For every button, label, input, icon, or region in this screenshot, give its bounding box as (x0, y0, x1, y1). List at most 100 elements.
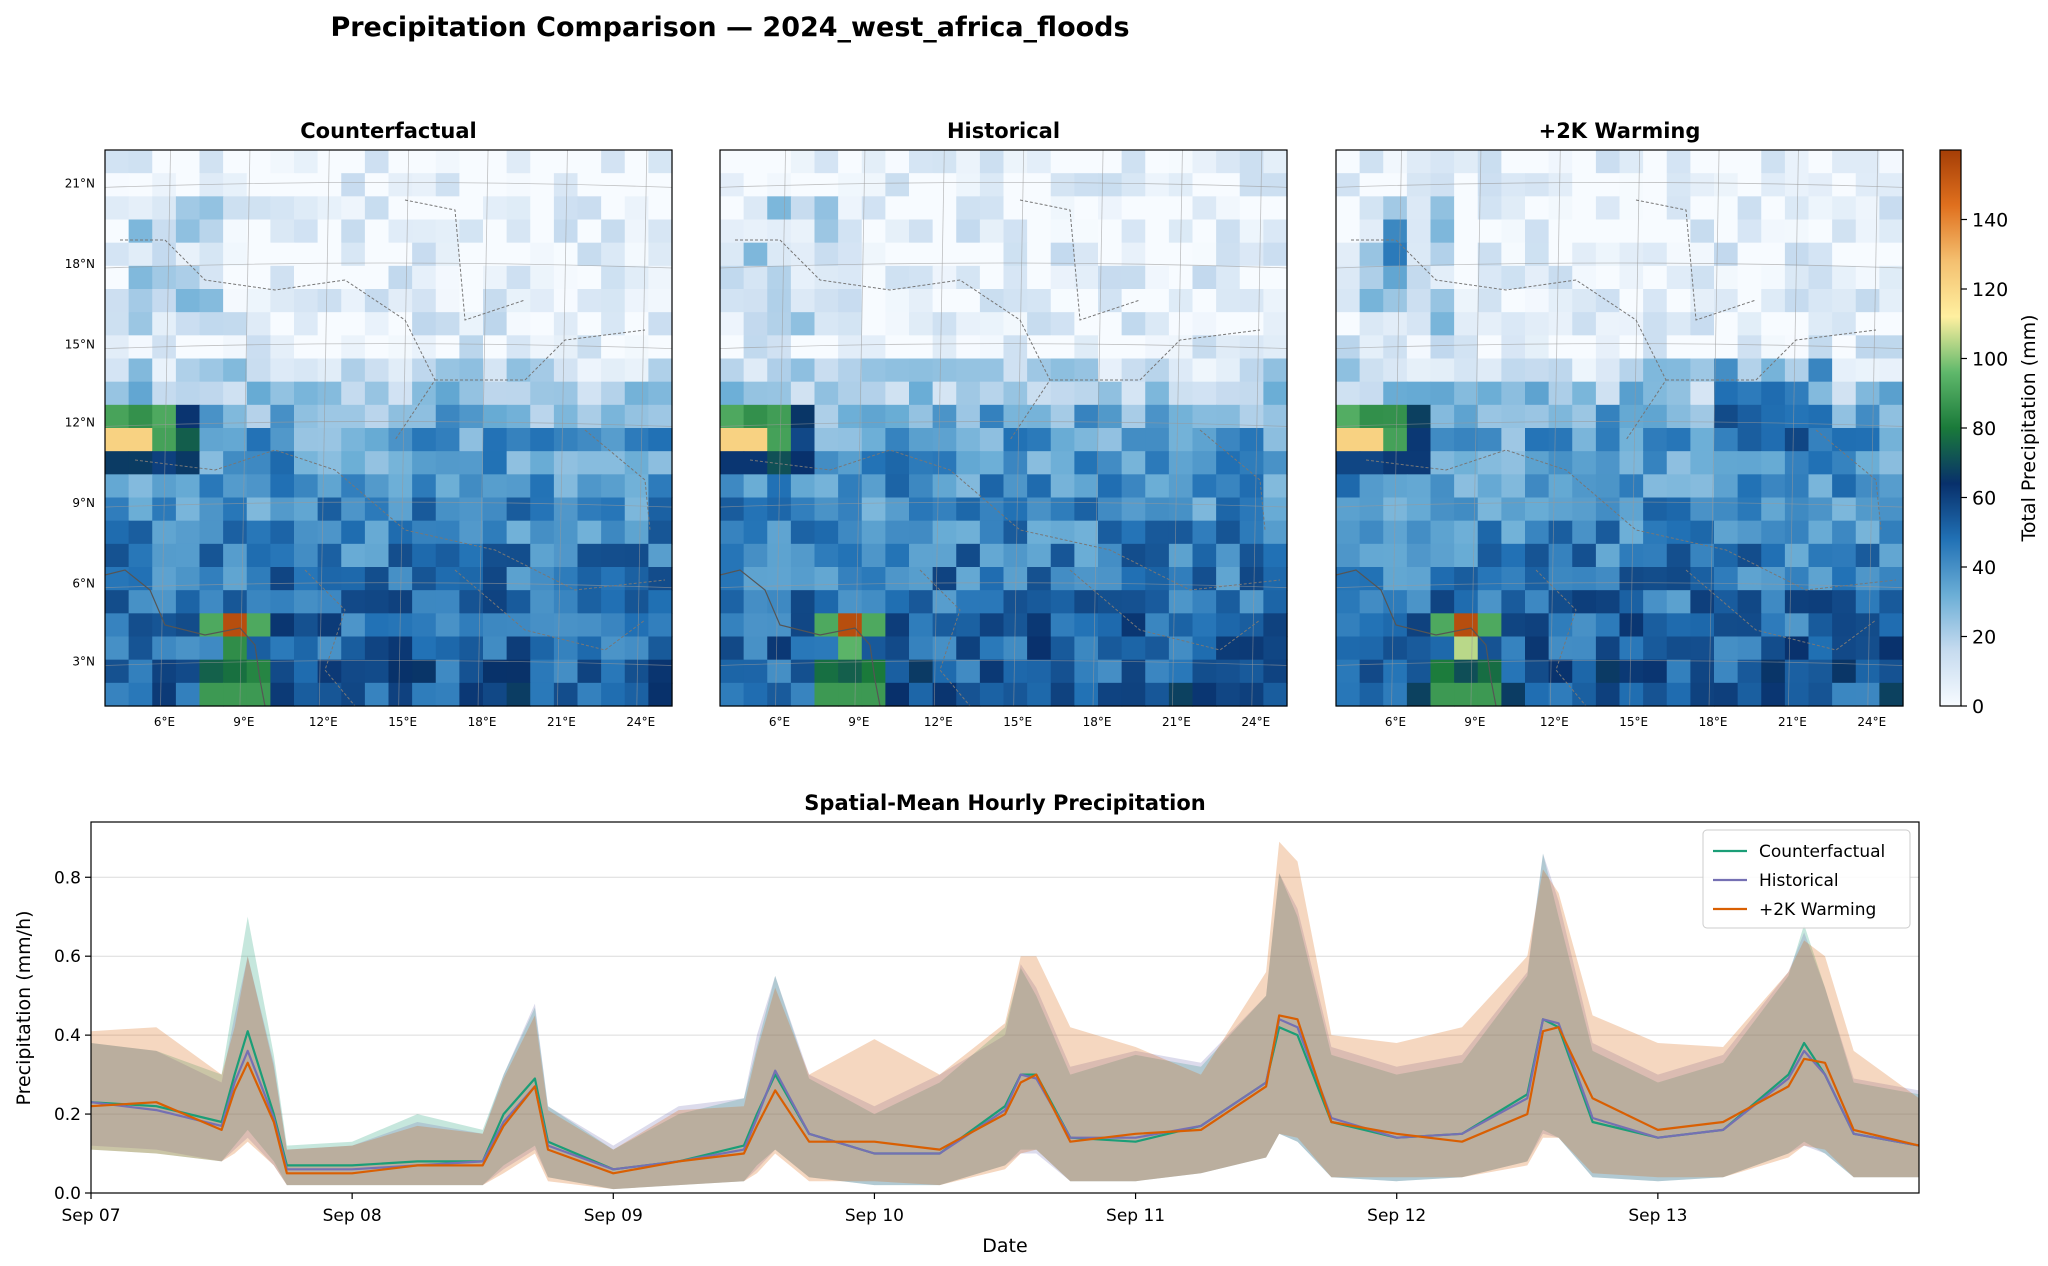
parallel (719, 660, 1288, 666)
map-cell (1737, 590, 1762, 614)
map-cell (1832, 242, 1857, 267)
map-cell (1737, 682, 1762, 707)
map-cell (1121, 567, 1146, 591)
map-cell (1690, 567, 1715, 591)
map-cell (152, 358, 177, 383)
map-cell (1784, 497, 1810, 522)
map-cell (1168, 636, 1194, 661)
parallel (1335, 262, 1904, 269)
map-cell (459, 312, 484, 336)
map-cell (1501, 520, 1526, 545)
map-cell (1406, 543, 1432, 568)
map-cell (1595, 497, 1621, 522)
map-cell (885, 358, 910, 383)
map-cell (624, 404, 649, 429)
map-cell (1168, 381, 1194, 406)
map-cell (932, 497, 957, 522)
map-cell (412, 682, 437, 707)
map-cell (1050, 196, 1075, 221)
map-cell (1808, 543, 1833, 568)
map-cell (1525, 404, 1550, 429)
map-cell (364, 590, 390, 614)
map-cell (720, 404, 745, 429)
map-cell (1003, 265, 1028, 290)
map-cell (1192, 659, 1217, 684)
map-cell (624, 567, 649, 591)
lon-tick-label: 18°E (1699, 715, 1728, 729)
map-cell (1501, 150, 1526, 174)
map-cell (932, 567, 957, 591)
map-cell (767, 289, 792, 313)
map-cell (317, 196, 342, 221)
map-cell (294, 242, 319, 267)
map-cell (790, 289, 816, 313)
map-cell (1121, 219, 1146, 244)
map-cell (128, 613, 153, 638)
map-cell (601, 196, 626, 221)
map-cell (885, 682, 910, 707)
map-cell (199, 312, 224, 336)
map-cell (648, 682, 673, 707)
map-cell (624, 451, 649, 475)
map-cell (1168, 451, 1194, 475)
map-cell (1761, 381, 1786, 406)
map-cell (1832, 590, 1857, 614)
map-cell (1074, 567, 1099, 591)
lon-tick-label: 12°E (309, 715, 338, 729)
map-cell (199, 265, 224, 290)
map-cell (838, 543, 863, 568)
map-cell (105, 173, 130, 197)
map-cell (1430, 497, 1455, 522)
map-cell (506, 312, 531, 336)
map-cell (932, 451, 957, 475)
map-cell (341, 682, 366, 707)
map-cell (1879, 682, 1904, 707)
map-cell (720, 289, 745, 313)
map-cell (1643, 219, 1668, 244)
map-cell (1690, 543, 1715, 568)
map-cell (506, 451, 531, 475)
map-cell (1501, 613, 1526, 638)
map-cell (1145, 312, 1170, 336)
map-cell (932, 289, 957, 313)
map-cell (1145, 173, 1170, 197)
map-cell (1216, 451, 1241, 475)
map-cell (1784, 428, 1810, 452)
map-cell (1548, 265, 1573, 290)
map-cell (814, 636, 839, 661)
map-cell (317, 335, 342, 360)
map-cell (838, 196, 863, 221)
map-cell (1714, 428, 1739, 452)
map-cell (1595, 451, 1621, 475)
map-cell (1808, 520, 1833, 545)
map-cell (459, 636, 484, 661)
map-cell (223, 590, 248, 614)
legend-box (1702, 829, 1911, 929)
map-cell (175, 242, 201, 267)
map-cell (1145, 265, 1170, 290)
map-cell (317, 543, 342, 568)
map-cell (648, 659, 673, 684)
map-cell (814, 497, 839, 522)
map-cell (909, 659, 934, 684)
map-cell (364, 567, 390, 591)
lon-tick-label: 6°E (769, 715, 790, 729)
map-cell (341, 613, 366, 638)
map-cell (1050, 265, 1075, 290)
map-cell (932, 173, 957, 197)
map-cell (1430, 404, 1455, 429)
map-cell (1477, 567, 1502, 591)
map-cell (1714, 451, 1739, 475)
map-cell (1501, 567, 1526, 591)
map-cell (624, 543, 649, 568)
map-cell (1074, 289, 1099, 313)
map-cell (1168, 242, 1194, 267)
map-cell (1430, 150, 1455, 174)
map-cell (294, 451, 319, 475)
map-cell (624, 590, 649, 614)
map-cell (294, 289, 319, 313)
map-cell (838, 404, 863, 429)
map-cell (1098, 682, 1123, 707)
map-cell (341, 543, 366, 568)
map-cell (720, 590, 745, 614)
